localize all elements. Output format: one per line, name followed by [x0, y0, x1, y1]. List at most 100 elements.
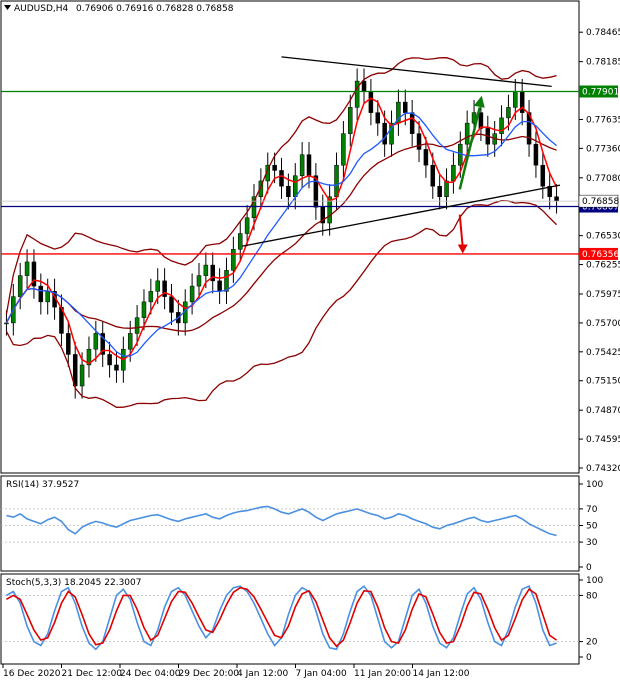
stoch-signal-line	[6, 586, 558, 648]
price-tick-label: 0.75975	[586, 290, 620, 300]
candle-body	[382, 122, 387, 145]
candle-body	[533, 143, 539, 166]
price-tick-label: 0.75425	[586, 348, 620, 358]
bearish-arrow-head	[457, 244, 468, 254]
candle-body	[299, 154, 305, 176]
level-price-label: 0.76807	[582, 203, 619, 213]
candle-body	[79, 364, 85, 387]
price-tick-label: 0.74870	[586, 406, 620, 416]
candle-body	[348, 107, 353, 134]
price-tick-label: 0.74320	[586, 464, 620, 474]
price-tick-label: 0.75150	[586, 377, 620, 387]
axes: 0.78465 0.78185 0.77635 0.77360 0.77080 0.765…	[2, 28, 620, 679]
candle-body	[244, 217, 250, 234]
candle-body	[66, 333, 71, 355]
time-tick-label: 16 Dec 2020	[3, 669, 61, 679]
candle-body	[237, 233, 243, 250]
candle-body	[437, 185, 442, 197]
candle-body	[368, 91, 374, 113]
candle-body	[86, 348, 92, 366]
candle-body	[341, 133, 346, 166]
candle-body	[409, 112, 415, 134]
stoch-tick-label: 80	[586, 591, 598, 601]
bullish-arrow-shaft	[458, 107, 481, 190]
bullish-arrow-head	[473, 95, 485, 108]
price-tick-label: 0.77635	[586, 115, 620, 125]
candle-body	[100, 333, 105, 355]
stoch-panel-frame	[0, 573, 580, 665]
candle-body	[478, 112, 484, 129]
price-tick-label: 0.76255	[586, 261, 620, 271]
candle-body	[169, 296, 174, 313]
candle-body	[554, 196, 559, 202]
time-tick-label: 21 Dec 12:00	[62, 669, 123, 679]
candle-body	[526, 112, 532, 145]
time-tick-label: 11 Jan 20:00	[354, 669, 411, 679]
bollinger-lower-line	[5, 200, 558, 408]
price-tick-label: 0.76530	[586, 232, 620, 242]
candle-body	[45, 291, 50, 303]
candle-body	[196, 275, 202, 287]
price-tick-label: 0.77360	[586, 144, 620, 154]
candle-body	[464, 122, 470, 145]
candle-body	[24, 261, 30, 276]
candle-body	[4, 322, 9, 325]
candle-body	[389, 122, 394, 145]
time-tick-label: 7 Jan 04:00	[296, 669, 348, 679]
candle-body	[327, 196, 332, 224]
candle-body	[506, 107, 511, 119]
candle-body	[258, 180, 264, 197]
candle-body	[293, 175, 298, 197]
candle-body	[31, 261, 37, 287]
price-tick-label: 0.78185	[586, 58, 620, 68]
candle-body	[423, 149, 429, 166]
candle-body	[513, 91, 518, 108]
rsi-tick-label: 70	[586, 505, 598, 515]
candle-body	[155, 280, 160, 292]
level-price-badge	[579, 247, 618, 260]
chart-header: AUDUSD,H4 0.76906 0.76916 0.76828 0.7685…	[4, 4, 234, 14]
level-price-label: 0.76356	[582, 250, 619, 260]
rsi-panel	[1, 505, 579, 543]
stoch-title: Stoch(5,3,3) 18.2045 22.3007	[6, 578, 141, 588]
candle-body	[451, 164, 456, 182]
candle-body	[444, 180, 449, 197]
candle-body	[272, 164, 277, 171]
candle-body	[189, 285, 195, 303]
candle-body	[148, 291, 154, 303]
candle-body	[354, 80, 360, 108]
ohlc-values: 0.76906 0.76916 0.76828 0.76858	[76, 4, 234, 14]
symbol-label: AUDUSD,H4	[14, 4, 69, 14]
upper-trendline	[281, 56, 552, 87]
current-price-badge	[578, 194, 619, 208]
candle-body	[251, 196, 257, 219]
current-price-label: 0.76858	[582, 197, 619, 207]
candle-body	[547, 185, 552, 197]
candle-body	[361, 80, 367, 92]
stoch-tick-label: 0	[586, 653, 592, 663]
candle-body	[313, 175, 319, 208]
candle-body	[279, 170, 284, 187]
time-tick-label: 24 Dec 04:00	[120, 669, 181, 679]
candle-body	[540, 164, 546, 187]
candle-body	[430, 164, 436, 187]
candle-body	[17, 275, 23, 297]
candle-body	[224, 270, 229, 292]
rsi-panel-frame	[0, 475, 580, 572]
price-tick-label: 0.75700	[586, 319, 620, 329]
price-tick-label: 0.74595	[586, 435, 620, 445]
candle-body	[141, 301, 147, 318]
bollinger-upper-line	[5, 57, 557, 315]
fast-ma-line	[5, 97, 558, 365]
level-price-badge	[579, 85, 618, 98]
rsi-tick-label: 100	[586, 480, 603, 490]
rsi-tick-label: 0	[586, 563, 592, 573]
candle-body	[231, 249, 236, 271]
rsi-tick-label: 50	[586, 522, 598, 532]
lower-trendline	[242, 184, 561, 247]
candle-body	[162, 280, 167, 297]
stoch-panel	[1, 585, 579, 651]
price-tick-label: 0.78465	[586, 28, 620, 38]
